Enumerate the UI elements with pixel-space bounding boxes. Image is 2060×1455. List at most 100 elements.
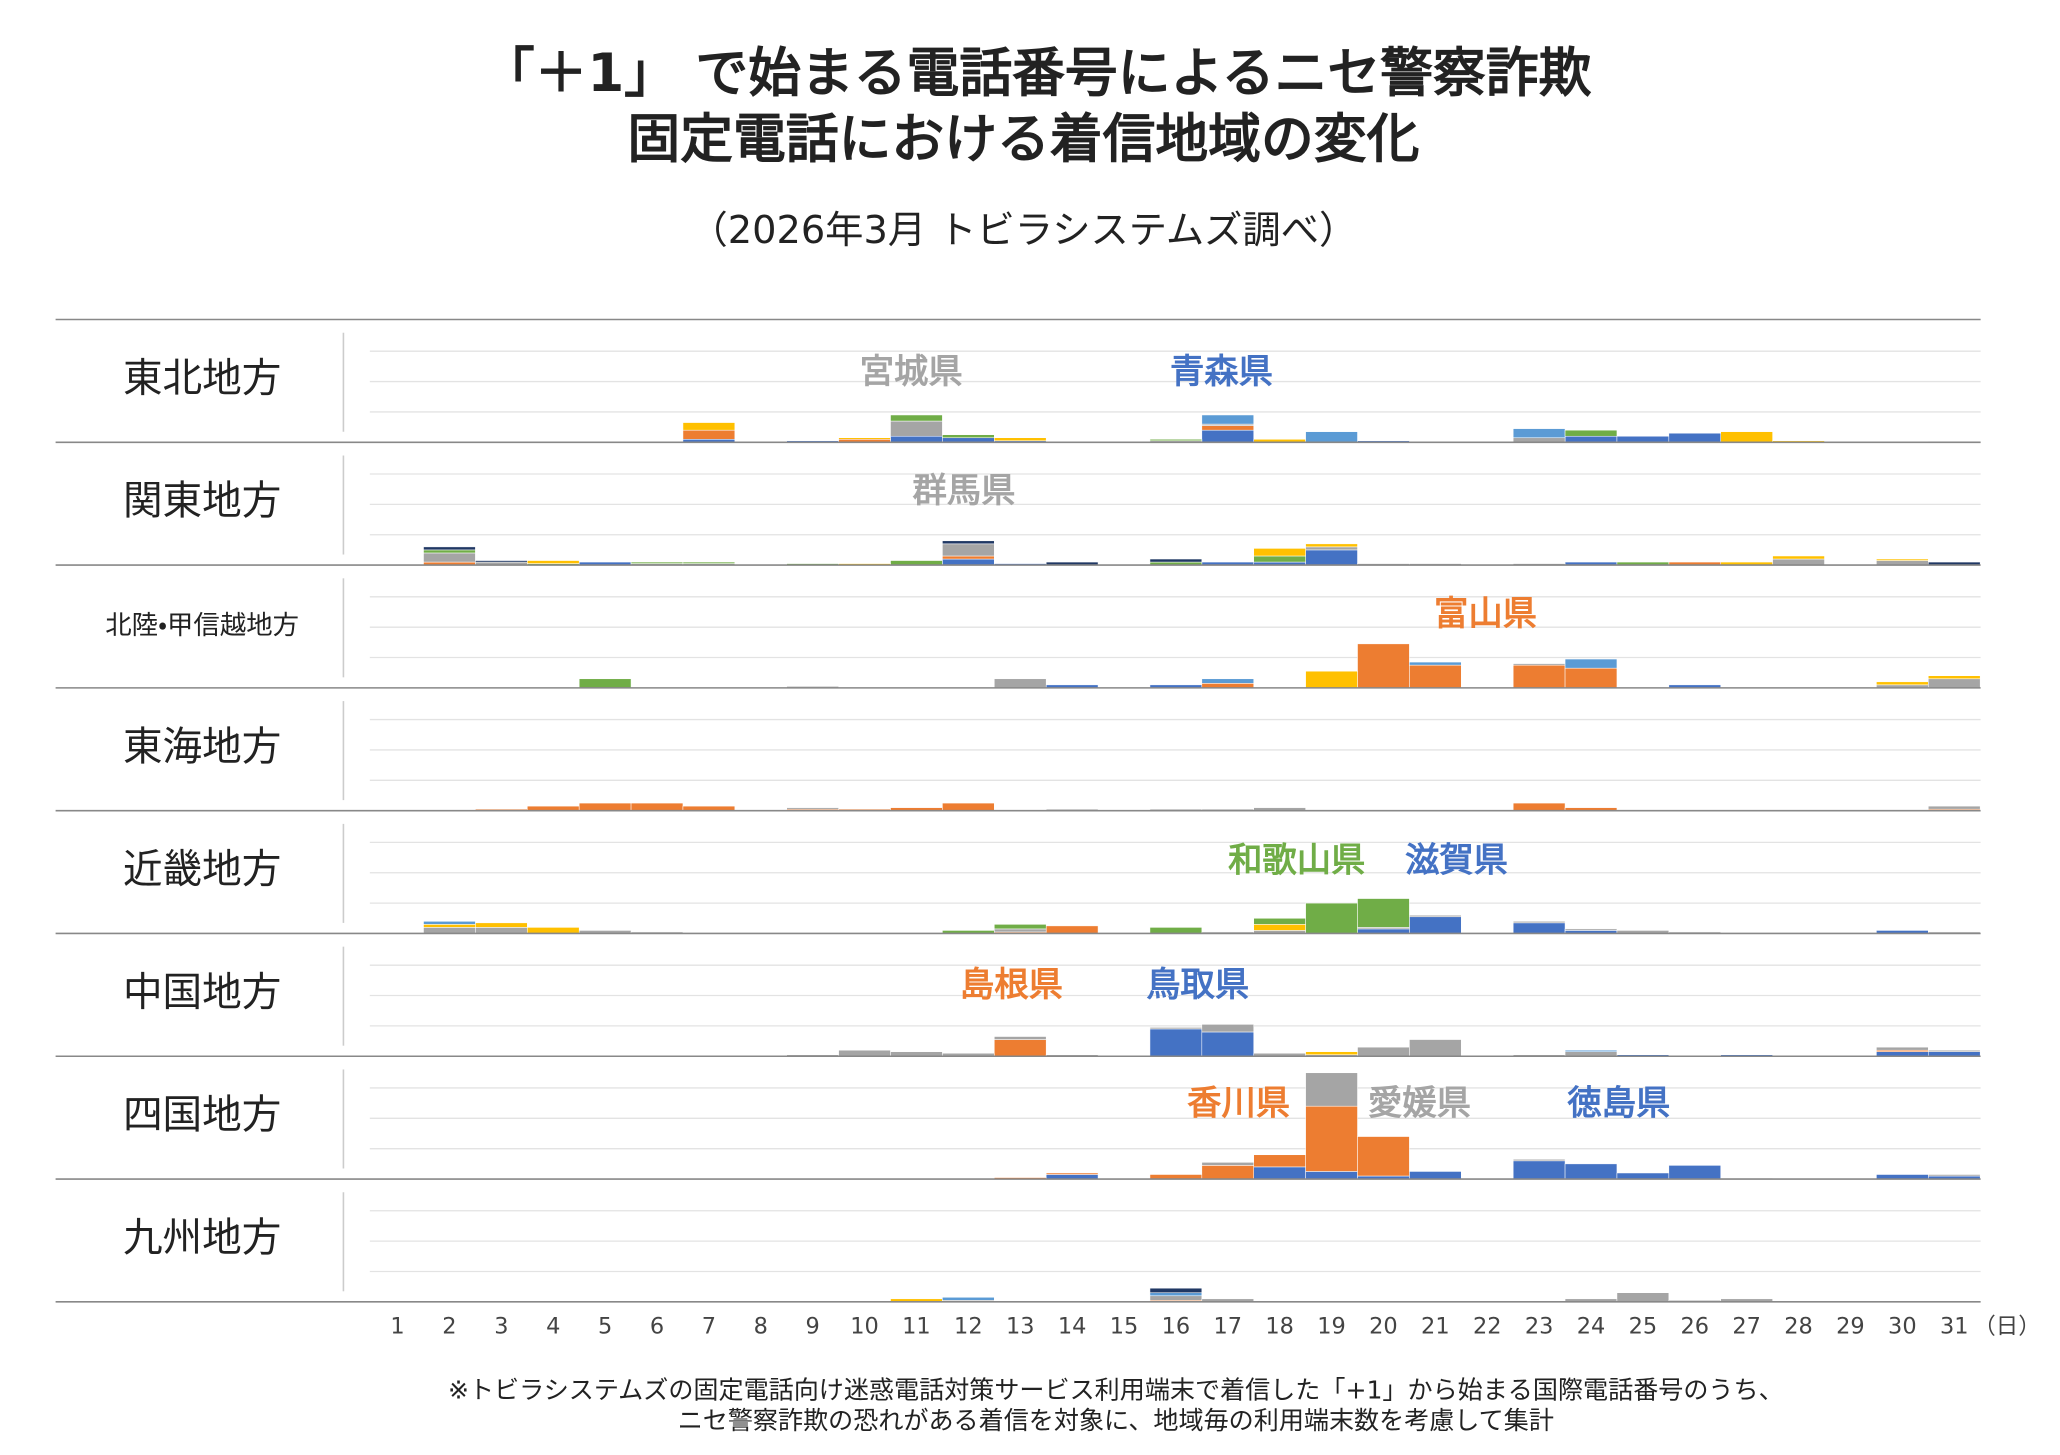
bar-segment <box>942 543 995 557</box>
bar-segment <box>1045 1172 1099 1175</box>
region-label: 四国地方 <box>123 1092 281 1138</box>
x-tick-label: 28 <box>1784 1313 1813 1339</box>
bar-segment <box>630 561 684 564</box>
bar-segment <box>838 1049 891 1057</box>
bar-segment <box>1616 1292 1670 1303</box>
bar-segment <box>838 437 891 440</box>
bar-segment <box>1876 1046 1929 1051</box>
bar-segment <box>1512 921 1566 924</box>
bar-segment <box>1512 802 1566 811</box>
bar-segment <box>1357 1046 1410 1057</box>
x-tick-label: 31 <box>1940 1313 1969 1339</box>
bar-segment <box>942 555 995 560</box>
bar-segment <box>423 552 476 563</box>
bar-segment <box>1201 1162 1254 1166</box>
footnote: ニセ警察詐欺の恐れがある着信を対象に、地域毎の利用端末数を考慮して集計 <box>678 1406 1554 1435</box>
bar-segment <box>1512 664 1566 689</box>
annotation: 宮城県 <box>860 352 963 392</box>
bar-segment <box>1305 549 1358 566</box>
bar-segment <box>1045 925 1099 934</box>
bar-segment <box>1564 429 1618 437</box>
bar-segment <box>942 540 995 545</box>
bar-segment <box>1149 927 1203 934</box>
bar-segment <box>423 921 476 925</box>
x-tick-label: 17 <box>1214 1313 1243 1339</box>
bar-segment <box>1305 1105 1358 1172</box>
annotation: 和歌山県 <box>1228 841 1365 881</box>
x-tick-label: 4 <box>546 1313 560 1339</box>
region-label: 九州地方 <box>123 1215 281 1261</box>
region-label: 東北地方 <box>123 355 281 401</box>
bar-segment <box>1564 1049 1618 1052</box>
bar-segment <box>527 927 580 934</box>
x-tick-label: 16 <box>1162 1313 1191 1339</box>
bar-segment <box>1357 643 1410 689</box>
bar-segment <box>682 422 736 431</box>
bar-segment <box>1149 1028 1203 1057</box>
bar-segment <box>1357 898 1410 928</box>
chart-title: 固定電話における着信地域の変化 <box>627 109 1419 170</box>
annotation: 鳥取県 <box>1146 965 1249 1005</box>
bar-segment <box>1149 1292 1203 1297</box>
bar-segment <box>1409 664 1462 689</box>
bar-segment <box>578 678 632 689</box>
bar-segment <box>1253 924 1306 931</box>
region-label: 近畿地方 <box>123 847 281 893</box>
bar-segment <box>423 924 476 928</box>
x-tick-label: 18 <box>1265 1313 1294 1339</box>
bar-segment <box>942 1297 995 1301</box>
chart-subtitle: （2026年3月 トビラシステムズ調べ） <box>690 208 1358 253</box>
bar-segment <box>475 560 528 563</box>
bar-segment <box>1564 435 1618 443</box>
x-tick-label: 24 <box>1577 1313 1606 1339</box>
annotation: 香川県 <box>1187 1084 1290 1124</box>
bar-segment <box>1512 922 1566 934</box>
bar-segment <box>1409 914 1462 918</box>
annotation: 滋賀県 <box>1405 841 1508 881</box>
bar-segment <box>994 1036 1047 1040</box>
bar-segment <box>1305 670 1358 689</box>
bar-segment <box>1564 667 1618 689</box>
bar-segment <box>1201 678 1254 684</box>
x-tick-label: 12 <box>954 1313 983 1339</box>
x-tick-label: 15 <box>1110 1313 1139 1339</box>
bar-segment <box>1668 432 1721 443</box>
bar-segment <box>1409 1171 1462 1180</box>
bar-segment <box>1201 1031 1254 1057</box>
x-tick-label: 20 <box>1369 1313 1398 1339</box>
bar-segment <box>1201 429 1254 443</box>
bar-segment <box>1253 548 1306 557</box>
x-tick-label: 26 <box>1681 1313 1710 1339</box>
bar-segment <box>1876 681 1929 686</box>
x-tick-label: 27 <box>1732 1313 1761 1339</box>
bar-segment <box>1928 678 1981 689</box>
bar-segment <box>1409 1039 1462 1057</box>
bar-segment <box>475 922 528 928</box>
bar-segment <box>1305 546 1358 551</box>
x-tick-label: 11 <box>902 1313 931 1339</box>
x-tick-label: 9 <box>806 1313 820 1339</box>
bar-segment <box>994 928 1047 933</box>
x-tick-label: 13 <box>1006 1313 1035 1339</box>
bar-segment <box>1305 1072 1358 1107</box>
bar-segment <box>423 549 476 554</box>
x-tick-label: 21 <box>1421 1313 1450 1339</box>
footnote: ※トビラシステムズの固定電話向け迷惑電話対策サービス利用端末で着信した「+1」か… <box>448 1376 1784 1405</box>
bar-segment <box>942 802 995 811</box>
bar-segment <box>1357 1136 1410 1177</box>
bar-segment <box>942 558 995 566</box>
bar-segment <box>1149 1295 1203 1301</box>
bar-segment <box>1564 928 1618 931</box>
x-tick-label: 6 <box>650 1313 664 1339</box>
annotation: 愛媛県 <box>1368 1084 1471 1124</box>
x-tick-label: 1 <box>390 1313 404 1339</box>
bar-segment <box>1201 425 1254 431</box>
bar-segment <box>527 560 580 564</box>
bar-segment <box>890 420 943 437</box>
bar-segment <box>994 678 1047 689</box>
bar-segment <box>1305 543 1358 548</box>
annotation: 青森県 <box>1170 352 1273 392</box>
bar-segment <box>1616 1172 1670 1180</box>
bar-segment <box>942 434 995 439</box>
